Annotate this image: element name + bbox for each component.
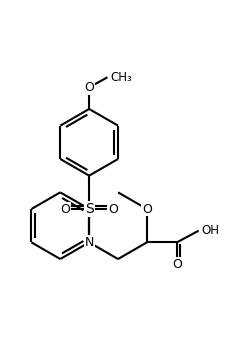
Text: O: O <box>141 203 151 216</box>
Text: CH₃: CH₃ <box>110 71 131 84</box>
Text: S: S <box>85 202 93 216</box>
Text: O: O <box>108 203 117 216</box>
Text: O: O <box>171 258 181 270</box>
Text: N: N <box>84 236 93 249</box>
Text: O: O <box>84 81 94 94</box>
Text: O: O <box>60 203 70 216</box>
Text: OH: OH <box>200 224 218 237</box>
